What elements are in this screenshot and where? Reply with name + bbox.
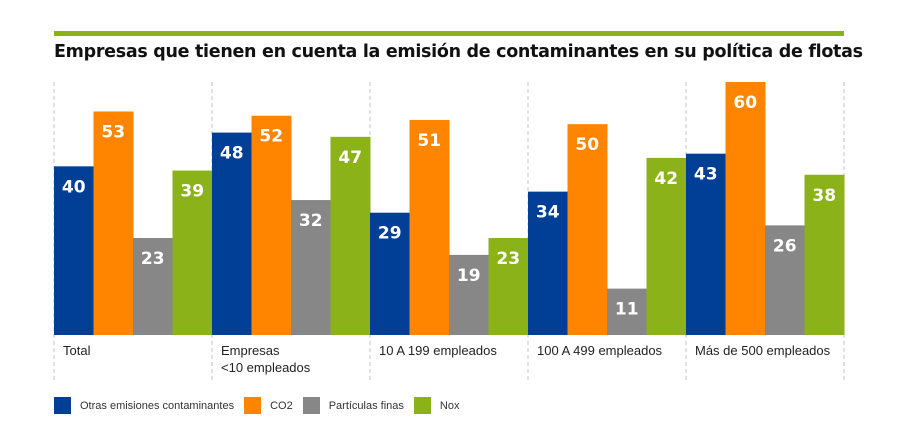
category-label: <10 empleados: [221, 360, 311, 375]
bar-data-label: 60: [733, 93, 757, 113]
legend-swatch: [302, 397, 320, 414]
bar: [133, 238, 173, 335]
legend-label: Partículas finas: [328, 399, 404, 412]
category-label: 10 A 199 empleados: [379, 343, 497, 358]
bar: [93, 111, 134, 336]
legend-label: Nox: [439, 399, 460, 412]
bar: [251, 115, 292, 335]
legend-item-particulas: Partículas finas: [302, 397, 404, 414]
bar-data-label: 43: [694, 165, 718, 185]
bar: [528, 191, 568, 335]
bar-data-label: 29: [378, 224, 402, 244]
bar: [172, 170, 213, 335]
bar-data-label: 47: [338, 148, 362, 168]
bar: [370, 212, 410, 335]
legend-item-otras: Otras emisiones contaminantes: [54, 397, 234, 414]
legend-label: CO2: [270, 399, 293, 412]
legend-swatch: [54, 397, 71, 414]
bar-data-label: 23: [141, 249, 165, 269]
bar-data-label: 52: [259, 127, 283, 147]
legend-item-co2: CO2: [244, 397, 293, 414]
bar-data-label: 48: [220, 144, 244, 164]
bar-data-label: 26: [773, 236, 797, 256]
bar: [488, 238, 529, 335]
bar: [330, 136, 371, 335]
bar-data-label: 38: [812, 186, 836, 206]
bar-data-label: 19: [457, 266, 481, 286]
bar: [686, 153, 726, 335]
bar: [409, 119, 450, 335]
bar: [725, 82, 766, 335]
chart-title: Empresas que tienen en cuenta la emisión…: [54, 42, 863, 62]
bar-data-label: 50: [575, 135, 599, 155]
bar: [567, 124, 608, 336]
bar-data-label: 53: [101, 123, 125, 143]
bar: [646, 157, 687, 335]
title-accent-line: [54, 31, 844, 36]
bar-data-label: 51: [417, 131, 441, 151]
bar-data-label: 11: [615, 300, 639, 320]
category-label: Empresas: [221, 343, 280, 358]
category-label: Total: [63, 343, 91, 358]
legend-item-nox: Nox: [413, 397, 460, 414]
legend-label: Otras emisiones contaminantes: [80, 399, 235, 412]
bar: [449, 254, 489, 335]
bar-data-label: 40: [62, 177, 86, 197]
legend-swatch: [244, 397, 262, 414]
bar: [765, 225, 805, 335]
bar-data-label: 34: [536, 203, 560, 223]
bar: [54, 166, 94, 335]
bar-data-label: 32: [299, 211, 323, 231]
category-label: Más de 500 empleados: [695, 343, 831, 358]
bar-data-label: 39: [180, 182, 204, 202]
bar: [804, 174, 845, 335]
legend: Otras emisiones contaminantes CO2 Partíc…: [54, 397, 469, 414]
bar: [607, 288, 647, 335]
bar: [291, 200, 331, 335]
category-label: 100 A 499 empleados: [537, 343, 663, 358]
bar-data-label: 23: [496, 249, 520, 269]
bar: [212, 132, 252, 335]
legend-swatch: [413, 397, 431, 414]
bar-data-label: 42: [654, 169, 678, 189]
